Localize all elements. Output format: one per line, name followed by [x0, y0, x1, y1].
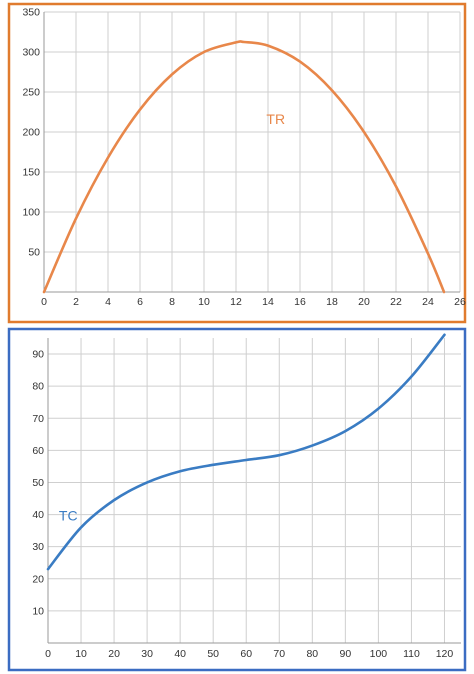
y-tick-label: 300 [22, 47, 40, 59]
y-tick-label: 80 [32, 381, 44, 393]
x-tick-label: 26 [454, 296, 466, 308]
x-tick-label: 50 [207, 648, 219, 660]
x-tick-label: 100 [370, 648, 388, 660]
y-tick-label: 200 [22, 127, 40, 139]
x-tick-label: 90 [340, 648, 352, 660]
tc-label: TC [59, 507, 78, 523]
y-tick-label: 90 [32, 349, 44, 361]
x-tick-label: 40 [174, 648, 186, 660]
x-tick-label: 80 [306, 648, 318, 660]
tr-label: TR [266, 111, 285, 127]
x-tick-label: 120 [436, 648, 454, 660]
y-tick-label: 40 [32, 509, 44, 521]
y-tick-label: 50 [32, 477, 44, 489]
x-tick-label: 30 [141, 648, 153, 660]
x-tick-label: 0 [41, 296, 47, 308]
y-tick-label: 250 [22, 87, 40, 99]
tc-curve [46, 333, 446, 571]
x-tick-label: 18 [326, 296, 338, 308]
x-tick-label: 10 [198, 296, 210, 308]
chart-2-frame [7, 327, 467, 672]
x-tick-label: 70 [273, 648, 285, 660]
x-tick-label: 8 [169, 296, 175, 308]
x-tick-label: 14 [262, 296, 274, 308]
x-tick-label: 22 [390, 296, 402, 308]
x-tick-label: 2 [73, 296, 79, 308]
x-tick-label: 20 [108, 648, 120, 660]
y-tick-label: 70 [32, 413, 44, 425]
y-tick-label: 20 [32, 573, 44, 585]
tr-curve [42, 40, 446, 294]
x-tick-label: 0 [45, 648, 51, 660]
x-tick-label: 24 [422, 296, 434, 308]
x-tick-label: 4 [105, 296, 111, 308]
x-tick-label: 20 [358, 296, 370, 308]
x-tick-label: 12 [230, 296, 242, 308]
y-tick-label: 100 [22, 207, 40, 219]
tc-chart: 0 10 20 30 40 50 60 70 80 90 100 110 120 10 20 30 40 50 60… [32, 333, 461, 660]
y-tick-label: 10 [32, 605, 44, 617]
x-tick-label: 16 [294, 296, 306, 308]
y-tick-label: 60 [32, 445, 44, 457]
y-tick-label: 350 [22, 7, 40, 19]
x-tick-label: 110 [403, 648, 420, 660]
x-tick-label: 10 [75, 648, 87, 660]
y-tick-label: 150 [22, 167, 40, 179]
chart-1-frame [7, 2, 467, 324]
tr-chart: 0 2 4 6 8 10 12 14 16 18 20 22 24 2650100150200250300… [22, 7, 466, 309]
y-tick-label: 50 [28, 247, 40, 259]
x-tick-label: 60 [240, 648, 252, 660]
y-tick-label: 30 [32, 541, 44, 553]
x-tick-label: 6 [137, 296, 143, 308]
